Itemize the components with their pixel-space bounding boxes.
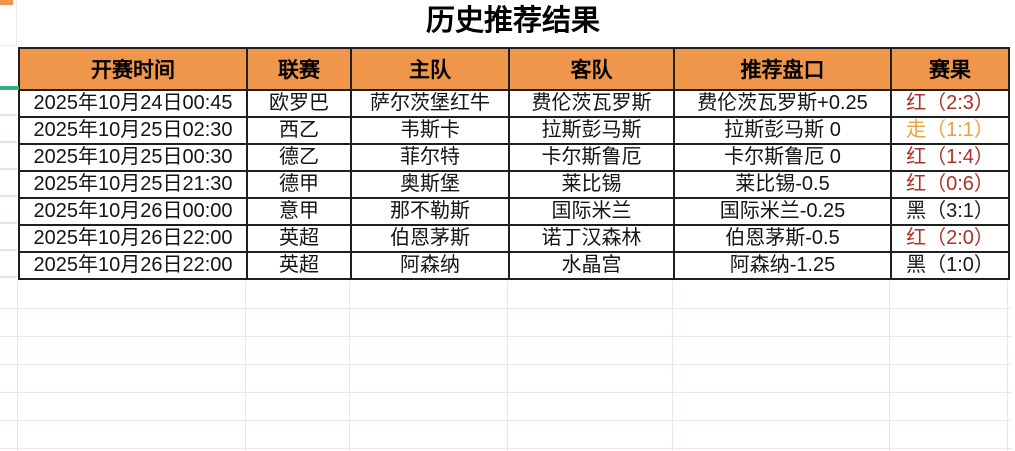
cell-away[interactable]: 水晶宫 — [508, 251, 675, 280]
column-header-2[interactable]: 主队 — [350, 47, 510, 91]
corner-accent — [0, 0, 13, 5]
page-title: 历史推荐结果 — [425, 5, 600, 37]
cell-home[interactable]: 那不勒斯 — [350, 197, 510, 226]
row-gutter — [0, 89, 17, 280]
cell-time[interactable]: 2025年10月25日21:30 — [18, 170, 248, 199]
selection-marker — [0, 86, 19, 90]
cell-away[interactable]: 莱比锡 — [508, 170, 675, 199]
gridline — [17, 281, 18, 451]
cell-result[interactable]: 红（2:3） — [890, 89, 1010, 118]
table-row: 2025年10月24日00:45 欧罗巴 萨尔茨堡红牛 费伦茨瓦罗斯 费伦茨瓦罗斯+0.… — [18, 89, 1010, 118]
cell-league[interactable]: 英超 — [246, 224, 352, 253]
cell-time[interactable]: 2025年10月25日02:30 — [18, 116, 248, 145]
cell-away[interactable]: 国际米兰 — [508, 197, 675, 226]
cell-league[interactable]: 欧罗巴 — [246, 89, 352, 118]
table-row: 2025年10月26日22:00 英超 阿森纳 水晶宫 阿森纳-1.25 黑（1:0） — [18, 251, 1010, 280]
cell-away[interactable]: 诺丁汉森林 — [508, 224, 675, 253]
cell-handicap[interactable]: 阿森纳-1.25 — [673, 251, 892, 280]
table-row: 2025年10月25日21:30 德甲 奥斯堡 莱比锡 莱比锡-0.5 红（0:6） — [18, 170, 1010, 199]
cell-home[interactable]: 奥斯堡 — [350, 170, 510, 199]
cell-time[interactable]: 2025年10月26日22:00 — [18, 224, 248, 253]
cell-league[interactable]: 德乙 — [246, 143, 352, 172]
column-header-1[interactable]: 联赛 — [246, 47, 352, 91]
gridline — [16, 0, 17, 47]
column-header-5[interactable]: 赛果 — [890, 47, 1010, 91]
gridline — [507, 281, 508, 451]
cell-result[interactable]: 走（1:1） — [890, 116, 1010, 145]
cell-home[interactable]: 萨尔茨堡红牛 — [350, 89, 510, 118]
cell-league[interactable]: 西乙 — [246, 116, 352, 145]
results-table: 开赛时间 联赛 主队 客队 推荐盘口 赛果 2025年10月24日00:45 欧罗巴 萨尔茨堡… — [18, 47, 1010, 280]
cell-handicap[interactable]: 拉斯彭马斯 0 — [673, 116, 892, 145]
empty-grid — [0, 281, 1012, 451]
table-row: 2025年10月26日00:00 意甲 那不勒斯 国际米兰 国际米兰-0.25 黑（3:1… — [18, 197, 1010, 226]
cell-league[interactable]: 意甲 — [246, 197, 352, 226]
table-row: 2025年10月26日22:00 英超 伯恩茅斯 诺丁汉森林 伯恩茅斯-0.5 红（2:0… — [18, 224, 1010, 253]
cell-away[interactable]: 拉斯彭马斯 — [508, 116, 675, 145]
cell-result[interactable]: 黑（3:1） — [890, 197, 1010, 226]
cell-league[interactable]: 德甲 — [246, 170, 352, 199]
cell-result[interactable]: 红（1:4） — [890, 143, 1010, 172]
gridline — [672, 281, 673, 451]
column-header-0[interactable]: 开赛时间 — [18, 47, 248, 91]
gridline — [0, 45, 17, 46]
column-header-3[interactable]: 客队 — [508, 47, 675, 91]
header-row: 开赛时间 联赛 主队 客队 推荐盘口 赛果 — [18, 47, 1010, 91]
cell-handicap[interactable]: 卡尔斯鲁厄 0 — [673, 143, 892, 172]
cell-home[interactable]: 伯恩茅斯 — [350, 224, 510, 253]
gridline — [889, 281, 890, 451]
column-header-4[interactable]: 推荐盘口 — [673, 47, 892, 91]
cell-handicap[interactable]: 伯恩茅斯-0.5 — [673, 224, 892, 253]
cell-away[interactable]: 费伦茨瓦罗斯 — [508, 89, 675, 118]
cell-result[interactable]: 红（2:0） — [890, 224, 1010, 253]
table-row: 2025年10月25日02:30 西乙 韦斯卡 拉斯彭马斯 拉斯彭马斯 0 走（1:1） — [18, 116, 1010, 145]
cell-handicap[interactable]: 费伦茨瓦罗斯+0.25 — [673, 89, 892, 118]
cell-league[interactable]: 英超 — [246, 251, 352, 280]
cell-home[interactable]: 菲尔特 — [350, 143, 510, 172]
cell-away[interactable]: 卡尔斯鲁厄 — [508, 143, 675, 172]
gridline — [245, 281, 246, 451]
cell-result[interactable]: 黑（1:0） — [890, 251, 1010, 280]
cell-time[interactable]: 2025年10月26日00:00 — [18, 197, 248, 226]
cell-handicap[interactable]: 国际米兰-0.25 — [673, 197, 892, 226]
cell-handicap[interactable]: 莱比锡-0.5 — [673, 170, 892, 199]
cell-result[interactable]: 红（0:6） — [890, 170, 1010, 199]
cell-home[interactable]: 韦斯卡 — [350, 116, 510, 145]
table-row: 2025年10月25日00:30 德乙 菲尔特 卡尔斯鲁厄 卡尔斯鲁厄 0 红（1:4） — [18, 143, 1010, 172]
cell-time[interactable]: 2025年10月24日00:45 — [18, 89, 248, 118]
cell-home[interactable]: 阿森纳 — [350, 251, 510, 280]
cell-time[interactable]: 2025年10月26日22:00 — [18, 251, 248, 280]
cell-time[interactable]: 2025年10月25日00:30 — [18, 143, 248, 172]
gridline — [349, 281, 350, 451]
gridline — [1007, 281, 1008, 451]
